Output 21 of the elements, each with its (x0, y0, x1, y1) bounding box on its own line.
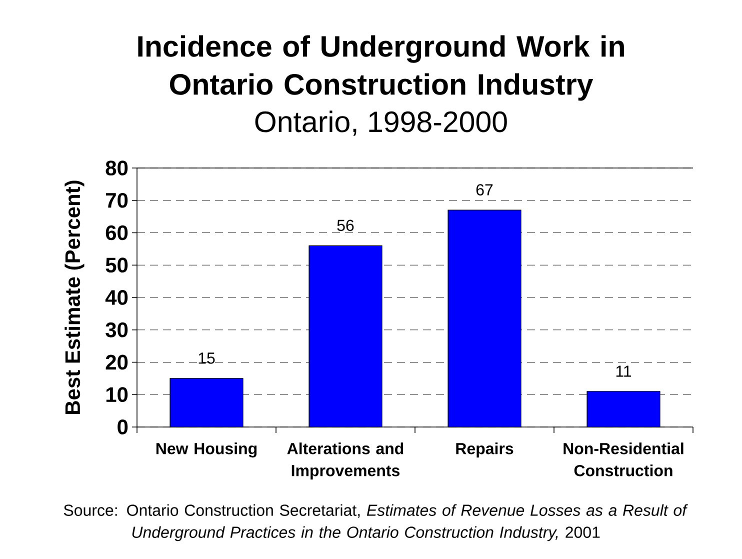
y-tick-label: 20 (106, 354, 128, 370)
y-tick-label: 10 (106, 387, 128, 402)
x-tick-label: Non-Residential Construction (564, 442, 684, 476)
y-tick-label: 80 (106, 160, 128, 176)
chart-subtitle: Ontario, 1998-2000 (255, 110, 507, 136)
y-tick-label: 0 (118, 420, 128, 434)
y-tick-label: 70 (106, 192, 128, 208)
data-label: 15 (198, 352, 215, 364)
y-tick-label: 30 (106, 322, 128, 338)
chart-title: Incidence of Underground Work in Ontario Construction Industry (138, 35, 624, 101)
y-tick-label: 50 (106, 258, 128, 273)
x-tick-label: Repairs (456, 442, 514, 458)
x-tick-label: Alterations and Improvements (287, 442, 404, 480)
x-tick-label: New Housing (156, 442, 257, 458)
data-label: 67 (476, 184, 493, 196)
y-axis-title: Best Estimate (Percent) (64, 180, 84, 414)
source-note: Source: Ontario Construction Secretariat, Estimates of Revenue Losses as a Result of Underground Practices in the Ontario Construction Industry, 2001 (64, 504, 688, 542)
data-label: 56 (337, 220, 354, 232)
y-tick-label: 40 (105, 290, 128, 305)
data-label: 11 (616, 366, 632, 377)
y-tick-label: 60 (106, 225, 128, 240)
